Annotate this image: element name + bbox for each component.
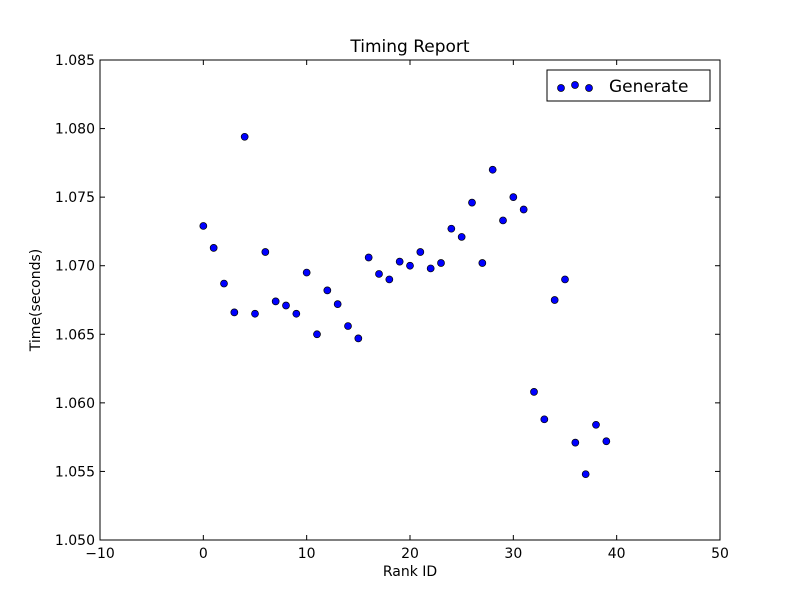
data-point [437, 259, 445, 267]
data-point [447, 224, 456, 233]
x-tick-label: 50 [711, 546, 729, 562]
legend-box [546, 69, 711, 102]
data-point [406, 261, 414, 270]
legend-markers [557, 81, 593, 92]
data-point [602, 437, 611, 446]
data-point [230, 308, 239, 317]
y-tick-label: 1.055 [55, 464, 95, 480]
data-point [271, 297, 280, 306]
data-point [364, 253, 373, 262]
data-point [468, 198, 476, 207]
data-point [592, 420, 600, 429]
legend-marker [571, 81, 579, 89]
y-tick-label: 1.060 [55, 396, 95, 412]
y-tick-label: 1.070 [55, 259, 95, 275]
data-point [220, 279, 228, 288]
data-point [478, 259, 487, 267]
data-points [199, 132, 611, 479]
data-point [354, 334, 363, 343]
x-tick-label: 20 [401, 546, 419, 562]
data-point [571, 438, 580, 447]
data-point [519, 205, 528, 214]
data-point [240, 132, 249, 141]
data-point [581, 470, 590, 479]
data-point [395, 257, 404, 266]
data-point [561, 275, 569, 284]
data-point [375, 270, 383, 278]
data-point [457, 233, 466, 241]
data-point [292, 309, 301, 318]
data-point [530, 388, 538, 396]
y-tick-label: 1.065 [55, 327, 95, 343]
data-point [209, 244, 218, 252]
data-point [488, 165, 497, 174]
plot-frame [99, 59, 721, 541]
x-tick-label: 10 [298, 546, 316, 562]
data-point [426, 264, 435, 273]
data-point [499, 216, 507, 225]
data-point [251, 309, 259, 318]
data-point [333, 300, 342, 308]
data-point [540, 415, 549, 424]
y-tick-label: 1.080 [55, 122, 95, 138]
axis-ticks: −10 0 10 20 30 40 50 1.050 1.055 1.060 1.065 1.070 1… [55, 53, 729, 562]
data-point [302, 268, 311, 277]
data-point [550, 296, 559, 304]
x-tick-label: 0 [199, 546, 208, 562]
x-axis-label: Rank ID [383, 564, 437, 580]
data-point [282, 301, 290, 310]
y-tick-label: 1.085 [55, 53, 95, 69]
data-point [323, 286, 332, 295]
y-axis-label: Time(seconds) [28, 249, 44, 352]
data-point [313, 330, 321, 339]
legend-marker [585, 84, 593, 92]
data-point [199, 222, 208, 230]
x-tick-label: −10 [85, 546, 115, 562]
data-point [344, 322, 352, 330]
chart-title: Timing Report [349, 37, 470, 57]
legend: Generate [546, 69, 711, 102]
data-point [385, 275, 394, 284]
data-point [416, 248, 425, 256]
x-tick-label: 30 [504, 546, 522, 562]
y-tick-label: 1.050 [55, 533, 95, 549]
data-point [261, 248, 270, 256]
data-point [509, 193, 518, 201]
x-tick-label: 40 [608, 546, 626, 562]
legend-marker [557, 84, 565, 92]
y-tick-label: 1.075 [55, 190, 95, 206]
legend-label-generate: Generate [609, 77, 688, 97]
